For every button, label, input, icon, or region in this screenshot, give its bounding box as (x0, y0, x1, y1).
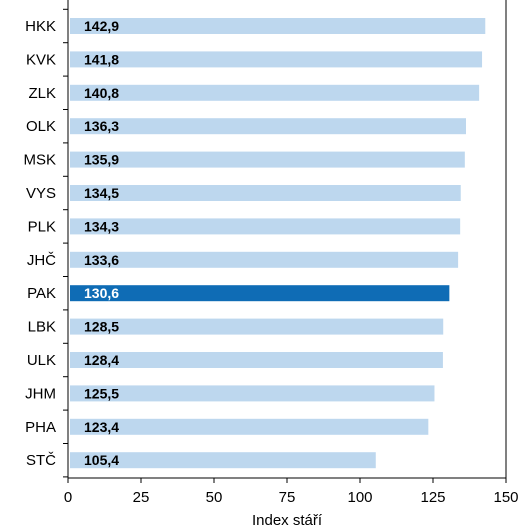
category-label: ULK (27, 352, 56, 369)
category-label: HKK (25, 18, 56, 35)
bar-zlk (70, 84, 480, 101)
data-label: 135,9 (84, 152, 119, 168)
data-label: 128,4 (84, 352, 119, 368)
bar-hkk (70, 18, 486, 34)
x-tick-label: 25 (133, 489, 150, 506)
x-tick-label: 100 (347, 489, 372, 506)
bar-kvk (70, 51, 483, 68)
x-tick-label: 0 (64, 489, 72, 506)
x-axis-title: Index stáří (252, 512, 323, 529)
category-label: JHM (25, 385, 56, 402)
axes-group: 0 25 50 75 100 125 150 (63, 0, 519, 506)
bar-jhm (70, 385, 435, 402)
category-label: KVK (26, 51, 56, 68)
x-tick-label: 50 (206, 489, 223, 506)
data-label: 105,4 (84, 452, 119, 468)
category-label: JHČ (27, 252, 56, 269)
category-label: PHA (25, 419, 56, 436)
x-tick-label: 150 (493, 489, 518, 506)
data-label: 142,9 (84, 18, 119, 34)
category-label: LBK (28, 319, 56, 336)
category-labels-group: HKK KVK ZLK OLK MSK VYS PLK JHČ PAK LBK ULK JHM PHA S… (23, 18, 56, 469)
bar-plk (70, 218, 461, 235)
bar-ulk (70, 352, 443, 368)
category-label: PAK (27, 285, 56, 302)
category-label: PLK (28, 218, 56, 235)
bar-msk (70, 151, 465, 168)
data-label: 123,4 (84, 419, 119, 435)
data-label: 134,3 (84, 218, 119, 234)
data-label: 140,8 (84, 85, 119, 101)
category-label: STČ (26, 452, 56, 469)
data-label: 128,5 (84, 319, 119, 335)
bar-pak (70, 285, 450, 302)
category-label: VYS (26, 185, 56, 202)
plot-frame (67, 0, 507, 479)
x-tick-label: 125 (420, 489, 445, 506)
value-labels-group: 142,9 141,8 140,8 136,3 135,9 134,5 134,3 133,6… (84, 18, 119, 468)
bar-olk (70, 118, 466, 135)
data-label: 136,3 (84, 118, 119, 134)
bar-vys (70, 185, 461, 201)
category-label: ZLK (28, 85, 56, 102)
data-label: 130,6 (84, 285, 119, 301)
bar-jhč (70, 251, 459, 268)
bar-pha (70, 418, 429, 435)
data-label: 125,5 (84, 385, 119, 401)
x-tick-label: 75 (279, 489, 296, 506)
category-label: OLK (26, 118, 56, 135)
bars-group (70, 18, 486, 469)
bar-lbk (70, 318, 444, 335)
bar-stč (70, 452, 376, 469)
data-label: 133,6 (84, 252, 119, 268)
data-label: 141,8 (84, 51, 119, 67)
data-label: 134,5 (84, 185, 119, 201)
category-label: MSK (23, 152, 56, 169)
